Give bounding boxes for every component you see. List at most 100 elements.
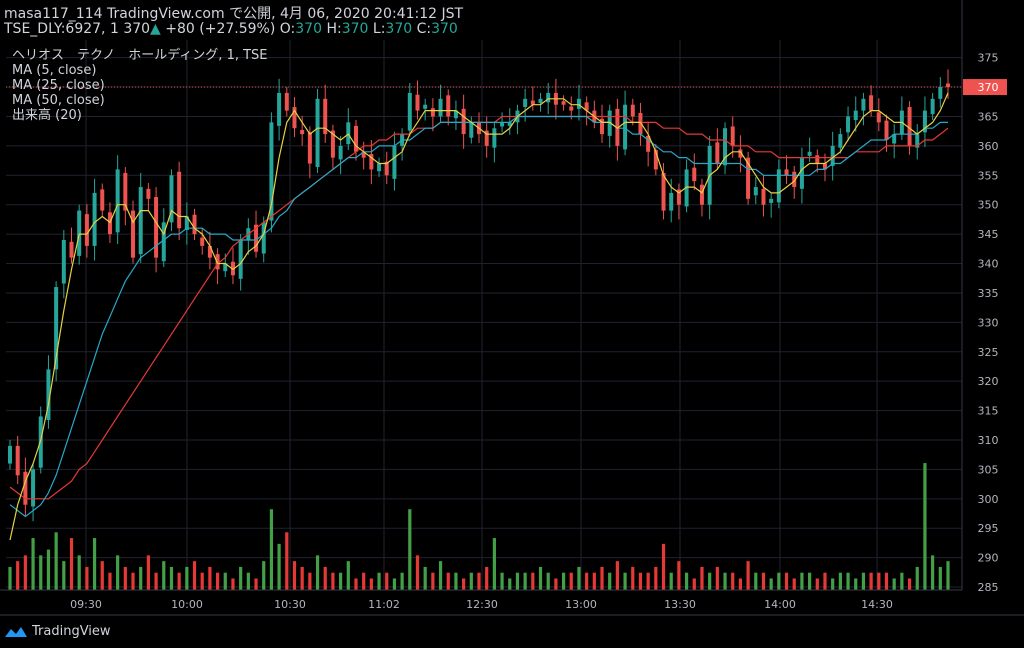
volume-bar bbox=[684, 572, 689, 590]
volume-bar bbox=[500, 572, 504, 590]
volume-bar bbox=[16, 561, 20, 590]
volume-bar bbox=[615, 561, 619, 590]
volume-bar bbox=[508, 578, 512, 590]
ohlc-info: TSE_DLY:6927, 1 370▲ +80 (+27.59%) O:370… bbox=[4, 21, 458, 37]
volume-bar bbox=[854, 578, 858, 590]
volume-bar bbox=[638, 572, 643, 590]
legend-ma5[interactable]: MA (5, close) bbox=[12, 63, 97, 78]
candle-body bbox=[430, 108, 435, 117]
last-price-badge bbox=[963, 79, 1007, 96]
legend-volume[interactable]: 出来高 (20) bbox=[12, 108, 82, 123]
low-value: 370 bbox=[385, 21, 413, 37]
candle-body bbox=[377, 163, 382, 172]
volume-bar bbox=[262, 561, 266, 590]
candle-body bbox=[815, 155, 820, 164]
legend-ma25[interactable]: MA (25, close) bbox=[12, 78, 105, 93]
volume-bar bbox=[246, 572, 250, 590]
x-tick-label: 09:30 bbox=[70, 598, 102, 611]
open-value: 370 bbox=[295, 21, 322, 37]
volume-bar bbox=[585, 572, 589, 590]
candle-body bbox=[907, 107, 912, 146]
candle-body bbox=[292, 107, 297, 129]
x-tick-label: 14:00 bbox=[764, 598, 796, 611]
candle-body bbox=[461, 108, 466, 135]
volume-bar bbox=[339, 572, 343, 590]
high-label: H: bbox=[326, 21, 342, 37]
volume-bar bbox=[408, 509, 412, 590]
volume-bar bbox=[85, 566, 89, 590]
volume-bar bbox=[292, 561, 297, 590]
volume-bar bbox=[723, 572, 727, 590]
candle-body bbox=[8, 445, 12, 464]
volume-bar bbox=[946, 561, 950, 590]
volume-bar bbox=[269, 509, 274, 590]
volume-bar bbox=[208, 566, 212, 590]
tradingview-logo[interactable]: TradingView bbox=[4, 624, 111, 639]
price-chart[interactable]: 285 290 295 300 305 310 315 320 325 330 335 340 345 3… bbox=[0, 0, 1024, 618]
volume-bar bbox=[769, 578, 773, 590]
candle-body bbox=[346, 122, 351, 145]
candle-body bbox=[469, 122, 474, 138]
open-label: O: bbox=[279, 21, 296, 37]
x-tick-label: 13:30 bbox=[664, 598, 696, 611]
legend-symbol-name[interactable]: ヘリオス テクノ ホールディング, 1, TSE bbox=[12, 48, 268, 63]
volume-bar bbox=[100, 561, 104, 590]
volume-bar bbox=[354, 578, 358, 590]
candle-body bbox=[876, 112, 881, 123]
volume-bar bbox=[385, 572, 389, 590]
volume-bar bbox=[869, 572, 873, 590]
volume-bar bbox=[254, 578, 258, 590]
volume-bar bbox=[300, 566, 304, 590]
volume-bar bbox=[523, 572, 527, 590]
volume-bar bbox=[392, 578, 397, 590]
candle-body bbox=[61, 240, 66, 284]
candle-body bbox=[238, 240, 243, 279]
volume-bar bbox=[477, 572, 481, 590]
volume-bar bbox=[915, 566, 919, 590]
y-tick-label: 350 bbox=[978, 199, 999, 212]
candle-body bbox=[300, 130, 305, 135]
candle-body bbox=[676, 189, 681, 205]
y-tick-label: 325 bbox=[978, 346, 999, 359]
volume-bar bbox=[692, 578, 696, 590]
candle-body bbox=[723, 128, 728, 166]
candle-body bbox=[569, 106, 574, 111]
candle-body bbox=[254, 224, 259, 252]
candle-body bbox=[107, 212, 112, 235]
legend-ma50[interactable]: MA (50, close) bbox=[12, 93, 105, 108]
volume-bar bbox=[139, 566, 143, 590]
indicator-legend: ヘリオス テクノ ホールディング, 1, TSE MA (5, close) M… bbox=[12, 48, 268, 123]
volume-bar bbox=[892, 578, 896, 590]
volume-bar bbox=[154, 572, 158, 590]
candle-body bbox=[230, 261, 235, 276]
volume-bar bbox=[69, 538, 74, 590]
volume-bar bbox=[200, 572, 204, 590]
candle-body bbox=[607, 110, 612, 136]
volume-bar bbox=[215, 572, 220, 590]
symbol-label: TSE_DLY:6927, 1 bbox=[4, 21, 119, 37]
volume-bar bbox=[331, 572, 335, 590]
volume-bar bbox=[239, 566, 243, 590]
candle-body bbox=[846, 116, 851, 133]
candle-body bbox=[792, 171, 797, 188]
candle-body bbox=[738, 149, 743, 158]
volume-bar bbox=[646, 572, 650, 590]
candle-body bbox=[561, 101, 566, 105]
candle-body bbox=[207, 245, 212, 258]
candle-body bbox=[192, 214, 197, 235]
volume-bar bbox=[123, 566, 127, 590]
candle-body bbox=[284, 92, 289, 111]
candle-body bbox=[54, 287, 59, 370]
candle-body bbox=[838, 134, 843, 148]
candle-body bbox=[131, 210, 136, 258]
footer: TradingView bbox=[0, 618, 1024, 648]
candle-body bbox=[277, 92, 282, 126]
candle-body bbox=[853, 110, 858, 120]
volume-bar bbox=[700, 566, 704, 590]
volume-bar bbox=[877, 572, 881, 590]
volume-bar bbox=[554, 578, 558, 590]
volume-bar bbox=[92, 538, 97, 590]
y-tick-label: 375 bbox=[978, 52, 999, 65]
volume-bar bbox=[469, 572, 473, 590]
candle-body bbox=[492, 128, 497, 148]
